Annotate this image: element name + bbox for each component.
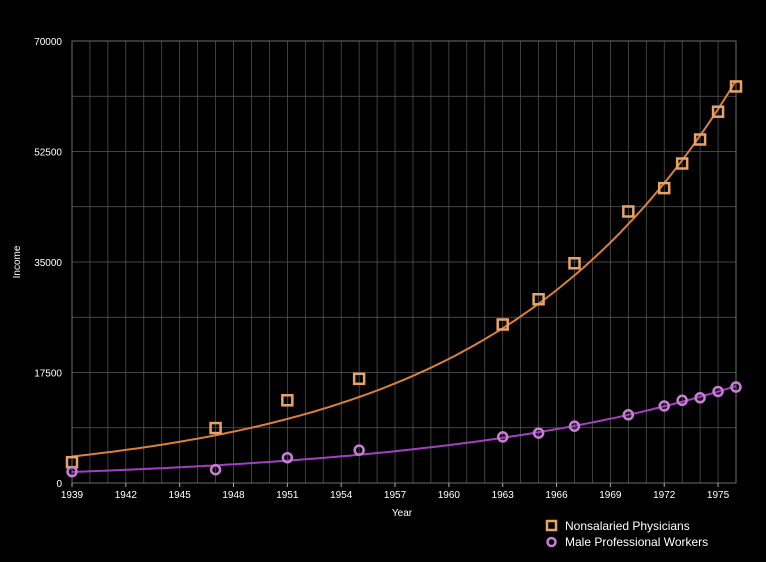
data-point-circle (532, 427, 545, 439)
data-point-square (675, 157, 689, 170)
y-tick-label: 0 (56, 479, 62, 490)
x-tick-label: 1966 (545, 490, 568, 501)
y-axis-label: Income (12, 245, 23, 278)
data-point-circle (694, 392, 706, 404)
data-point-square (532, 293, 545, 306)
data-point-square (693, 133, 707, 146)
x-tick-label: 1975 (707, 490, 730, 501)
legend-item-physicians: Nonsalaried Physicians (543, 518, 708, 534)
data-point-square (657, 181, 671, 195)
fit-line-series-0 (71, 80, 737, 458)
x-tick-label: 1957 (384, 490, 407, 501)
data-point-square (496, 318, 509, 331)
data-point-square (729, 80, 743, 93)
data-point-square (711, 105, 725, 118)
data-point-circle (209, 463, 222, 476)
x-tick-label: 1948 (222, 490, 245, 501)
data-point-square (209, 421, 222, 435)
data-point-square (352, 372, 366, 386)
x-axis-label: Year (392, 508, 413, 519)
x-tick-label: 1963 (492, 490, 515, 501)
y-tick-label: 17500 (34, 369, 62, 380)
data-point-circle (622, 409, 635, 421)
x-tick-label: 1960 (438, 490, 461, 501)
y-tick-label: 52500 (34, 148, 62, 159)
data-point-circle (66, 465, 78, 478)
x-tick-label: 1942 (115, 490, 138, 501)
data-point-circle (496, 431, 509, 443)
data-point-square (568, 257, 581, 270)
legend: Nonsalaried Physicians Male Professional… (543, 518, 708, 550)
data-point-circle (658, 400, 670, 412)
data-point-square (281, 394, 294, 407)
data-point-square (622, 205, 635, 218)
legend-item-professionals: Male Professional Workers (543, 534, 708, 550)
fit-line-series-1 (71, 385, 737, 473)
chart-ticks: 1939 1942 1945 1948 1951 1954 1957 1960 1963 1966… (34, 37, 729, 501)
legend-label-professionals: Male Professional Workers (565, 535, 709, 549)
data-point-circle (568, 420, 581, 432)
x-tick-label: 1951 (276, 490, 299, 501)
square-marker-icon (543, 519, 559, 533)
plot-frame (71, 40, 737, 484)
data-points (65, 80, 743, 478)
x-tick-label: 1954 (330, 490, 353, 501)
chart-grid (71, 40, 737, 484)
x-tick-label: 1969 (599, 490, 622, 501)
x-tick-label: 1939 (61, 490, 84, 501)
y-tick-label: 35000 (34, 258, 62, 269)
fit-lines (71, 80, 737, 473)
data-point-circle (712, 385, 724, 398)
data-point-circle (353, 444, 365, 456)
data-point-circle (730, 381, 742, 393)
x-tick-label: 1945 (169, 490, 192, 501)
y-tick-label: 70000 (34, 37, 62, 48)
x-tick-label: 1972 (653, 490, 676, 501)
data-point-circle (281, 451, 294, 464)
circle-marker-icon (543, 535, 559, 549)
data-point-circle (676, 394, 688, 407)
legend-label-physicians: Nonsalaried Physicians (565, 519, 690, 533)
